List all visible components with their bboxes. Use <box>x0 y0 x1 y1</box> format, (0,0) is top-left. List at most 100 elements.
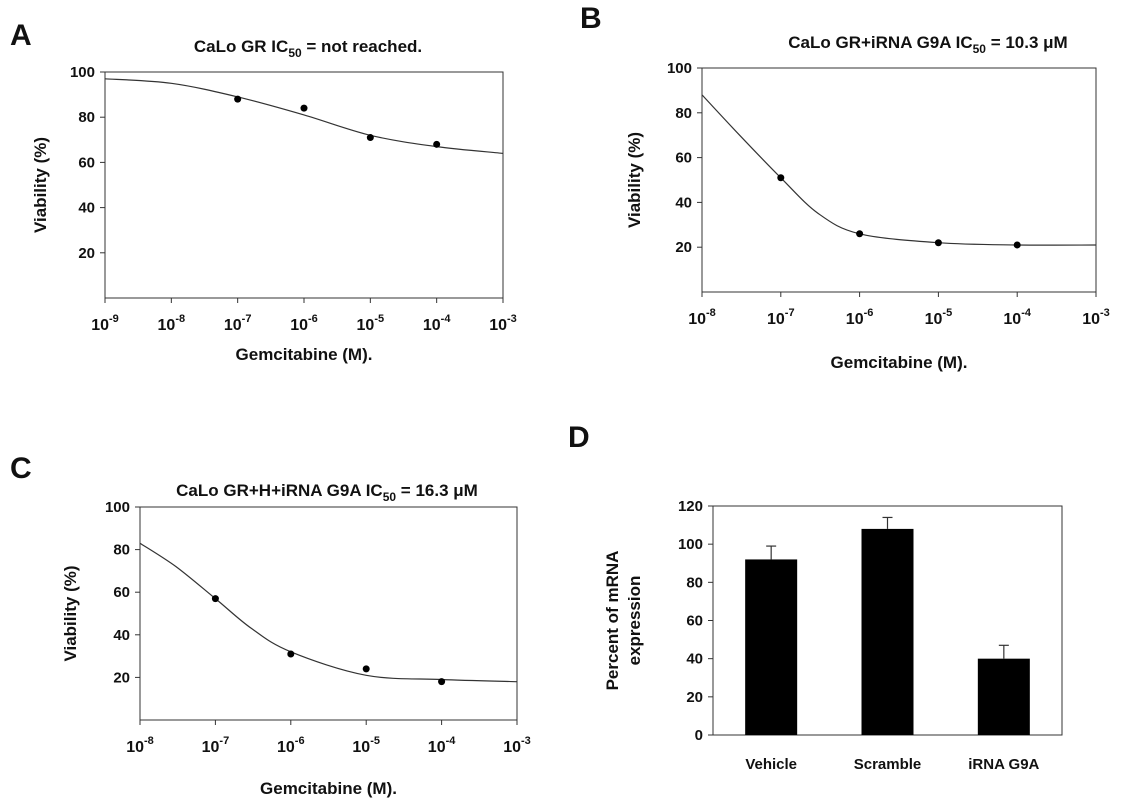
chart-title-subscript: 50 <box>973 42 987 56</box>
data-point <box>366 134 374 142</box>
bar <box>745 559 798 735</box>
x-tick-base: 10 <box>224 317 242 334</box>
y-tick-label: 120 <box>678 498 703 515</box>
panel-b-chart: CaLo GR+iRNA G9A IC50 = 10.3 μM 20 40 60 80 1… <box>625 33 1110 372</box>
x-tick-label: 10-3 <box>1082 307 1110 328</box>
y-tick-label: 80 <box>686 574 703 591</box>
y-tick-label: 100 <box>678 536 703 553</box>
y-tick-label: 60 <box>675 150 692 167</box>
panel-letter-b: B <box>580 2 602 35</box>
plot-frame <box>139 506 518 721</box>
category-label: iRNA G9A <box>968 756 1039 773</box>
x-tick-exponent: -4 <box>446 735 457 747</box>
y-tick-label: 40 <box>113 627 130 644</box>
x-tick-base: 10 <box>126 739 144 756</box>
fit-curve <box>139 542 518 683</box>
chart-title-subscript: 50 <box>383 490 397 504</box>
y-tick-label: 40 <box>675 194 692 211</box>
bar <box>861 528 914 735</box>
x-tick-label: 10-5 <box>352 735 380 756</box>
x-tick-exponent: -3 <box>521 735 531 747</box>
fit-curve <box>701 94 1097 246</box>
x-tick-base: 10 <box>290 317 308 334</box>
x-tick-exponent: -6 <box>308 313 318 325</box>
panel-a-chart: CaLo GR IC50 = not reached. 20 40 60 80 100 10… <box>31 37 517 364</box>
y-tick-label: 40 <box>78 200 95 217</box>
y-tick-label: 60 <box>78 154 95 171</box>
x-tick-exponent: -5 <box>370 735 380 747</box>
x-tick-base: 10 <box>357 317 375 334</box>
x-tick-base: 10 <box>423 317 441 334</box>
x-tick-exponent: -7 <box>242 313 252 325</box>
x-tick-exponent: -6 <box>295 735 305 747</box>
category-label: Vehicle <box>745 756 797 773</box>
x-tick-base: 10 <box>688 311 706 328</box>
data-point <box>1013 241 1021 249</box>
x-tick-exponent: -9 <box>109 313 119 325</box>
y-tick-label: 60 <box>113 584 130 601</box>
chart-title: CaLo GR+iRNA G9A IC50 = 10.3 μM <box>788 33 1067 56</box>
x-tick-exponent: -8 <box>175 313 185 325</box>
x-tick-base: 10 <box>352 739 370 756</box>
x-tick-exponent: -6 <box>864 307 874 319</box>
x-tick-label: 10-5 <box>925 307 953 328</box>
y-tick-label: 60 <box>686 613 703 630</box>
y-axis-label: Viability (%) <box>31 137 50 233</box>
x-tick-exponent: -8 <box>706 307 716 319</box>
panel-d-chart: 0 20 40 60 80 100 120 Vehicle Scramble iRNA G9A Pe… <box>603 498 1063 773</box>
x-tick-label: 10-8 <box>688 307 716 328</box>
data-point <box>856 230 864 238</box>
x-tick-label: 10-4 <box>1003 307 1031 328</box>
x-tick-base: 10 <box>489 317 507 334</box>
y-tick-label: 80 <box>78 109 95 126</box>
panel-letter-a: A <box>10 19 32 52</box>
chart-title-suffix: = 16.3 μM <box>396 481 478 500</box>
x-tick-base: 10 <box>428 739 446 756</box>
chart-title-text: CaLo GR+iRNA G9A IC <box>788 33 972 52</box>
x-tick-base: 10 <box>277 739 295 756</box>
chart-title-text: CaLo GR IC <box>194 37 288 56</box>
chart-title-text: CaLo GR+H+iRNA G9A IC <box>176 481 383 500</box>
x-tick-exponent: -4 <box>441 313 452 325</box>
x-tick-label: 10-9 <box>91 313 119 334</box>
x-tick-base: 10 <box>158 317 176 334</box>
fit-curve <box>104 78 504 154</box>
panel-letter-c: C <box>10 452 32 485</box>
y-tick-label: 80 <box>675 105 692 122</box>
x-tick-label: 10-7 <box>202 735 230 756</box>
y-tick-label: 100 <box>667 60 692 77</box>
y-tick-label: 20 <box>113 669 130 686</box>
data-point <box>777 174 785 182</box>
x-tick-base: 10 <box>1082 311 1100 328</box>
data-point <box>362 665 370 673</box>
chart-title-suffix: = not reached. <box>302 37 422 56</box>
panel-letter-d: D <box>568 421 590 454</box>
data-point <box>300 104 308 112</box>
x-tick-base: 10 <box>925 311 943 328</box>
x-tick-label: 10-6 <box>290 313 318 334</box>
data-point <box>934 239 942 247</box>
x-tick-base: 10 <box>767 311 785 328</box>
y-tick-label: 20 <box>675 239 692 256</box>
x-axis-label: Gemcitabine (M). <box>831 353 968 372</box>
x-tick-label: 10-7 <box>224 313 252 334</box>
x-tick-label: 10-6 <box>846 307 874 328</box>
plot-frame <box>701 67 1097 293</box>
x-tick-label: 10-4 <box>428 735 456 756</box>
y-tick-label: 80 <box>113 542 130 559</box>
y-tick-label: 0 <box>695 727 703 744</box>
x-tick-base: 10 <box>846 311 864 328</box>
data-point <box>287 650 295 658</box>
chart-title-suffix: = 10.3 μM <box>986 33 1068 52</box>
panel-c-chart: CaLo GR+H+iRNA G9A IC50 = 16.3 μM 20 40 60 8… <box>61 481 531 798</box>
x-tick-exponent: -8 <box>144 735 154 747</box>
chart-title-subscript: 50 <box>288 46 302 60</box>
y-axis-label: Viability (%) <box>625 132 644 228</box>
x-tick-label: 10-7 <box>767 307 795 328</box>
x-tick-exponent: -5 <box>374 313 384 325</box>
x-tick-base: 10 <box>202 739 220 756</box>
x-tick-base: 10 <box>91 317 109 334</box>
x-tick-exponent: -3 <box>1100 307 1110 319</box>
data-point <box>211 595 219 603</box>
